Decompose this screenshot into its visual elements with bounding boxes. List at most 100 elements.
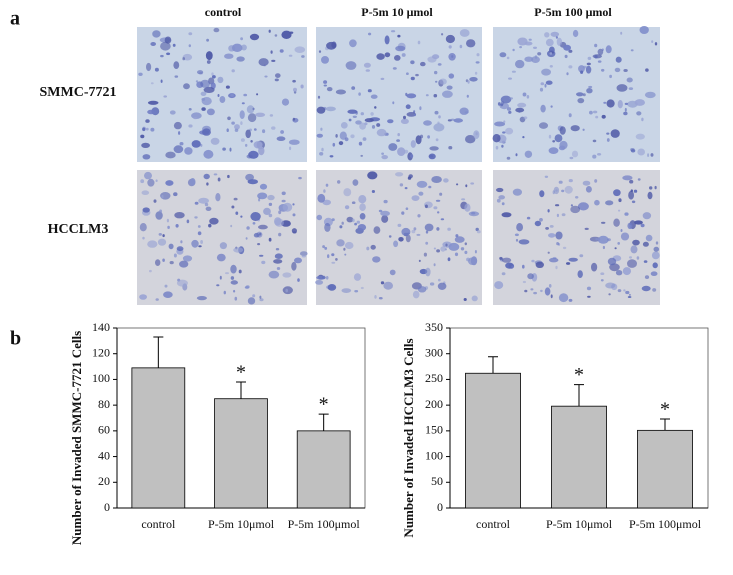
cell — [512, 48, 515, 52]
cell — [197, 225, 201, 228]
cell — [417, 214, 421, 218]
cell — [388, 143, 398, 151]
y-tick-label: 60 — [98, 423, 110, 437]
cell — [247, 297, 256, 305]
cell — [163, 291, 173, 299]
cell — [224, 53, 234, 59]
cell — [230, 94, 235, 97]
bar — [131, 367, 186, 509]
cell — [152, 30, 161, 38]
cell — [166, 52, 171, 56]
cell — [359, 213, 366, 220]
cell — [230, 224, 233, 228]
cell — [401, 211, 405, 215]
cell — [533, 46, 537, 49]
cell — [401, 227, 411, 236]
cell — [645, 234, 653, 242]
cell — [427, 56, 437, 63]
cell — [316, 214, 323, 221]
cell — [437, 63, 442, 66]
cell — [354, 290, 359, 293]
cell — [139, 294, 148, 300]
cell — [423, 252, 427, 257]
cell — [300, 251, 308, 256]
cell — [577, 270, 583, 278]
cell — [605, 45, 612, 54]
cell — [281, 30, 292, 39]
cell — [326, 87, 333, 92]
cell — [317, 193, 326, 203]
y-tick-label: 150 — [425, 423, 443, 437]
cell — [338, 141, 344, 146]
cell — [389, 269, 396, 276]
cell — [655, 241, 659, 245]
cell — [597, 48, 604, 56]
cell — [584, 227, 589, 230]
cell — [383, 281, 394, 290]
cell — [155, 179, 158, 182]
cell — [259, 295, 262, 299]
cell — [155, 298, 159, 301]
cell — [149, 269, 152, 273]
cell — [352, 115, 357, 119]
cell — [506, 156, 511, 160]
cell — [447, 227, 451, 231]
y-tick-label: 200 — [425, 397, 443, 411]
cell — [344, 253, 347, 256]
cell — [562, 246, 567, 250]
cell — [335, 258, 338, 261]
cell — [146, 62, 152, 72]
cell — [651, 40, 654, 43]
cell — [540, 104, 546, 113]
cell — [294, 257, 302, 264]
cell — [625, 290, 630, 295]
cell — [597, 60, 602, 63]
bar — [214, 398, 268, 509]
cell — [476, 53, 480, 57]
cell — [320, 127, 323, 131]
cell — [517, 37, 528, 46]
cell — [191, 140, 201, 148]
cell — [210, 137, 220, 145]
cell — [222, 147, 226, 151]
cell — [378, 297, 383, 300]
cell — [563, 44, 571, 51]
cell — [566, 72, 569, 76]
cell — [558, 180, 563, 184]
cell — [534, 55, 538, 59]
cell — [140, 134, 145, 139]
cell — [545, 80, 553, 85]
cell — [558, 293, 569, 303]
cell — [410, 140, 416, 148]
cell — [606, 99, 615, 108]
cell — [640, 223, 645, 228]
cell — [165, 151, 176, 159]
cell — [241, 102, 245, 105]
cell — [627, 296, 632, 298]
cell — [469, 77, 478, 82]
cell — [410, 76, 415, 81]
bar — [465, 372, 521, 509]
cell — [267, 194, 275, 201]
cell — [415, 73, 419, 77]
cell — [213, 173, 218, 176]
cell — [592, 139, 597, 143]
cell — [381, 152, 384, 155]
cell — [268, 29, 271, 33]
cell — [627, 259, 637, 268]
cell — [174, 75, 179, 78]
cell — [392, 67, 397, 70]
cell — [603, 101, 607, 104]
cell — [433, 263, 436, 267]
cell — [339, 225, 343, 229]
cell — [547, 209, 550, 213]
cell — [259, 183, 268, 190]
cell — [380, 210, 390, 217]
cell — [219, 242, 227, 250]
cell — [609, 74, 612, 79]
cell — [147, 240, 158, 248]
cell — [511, 265, 514, 268]
cell — [605, 200, 614, 206]
x-tick-label: control — [476, 517, 511, 531]
cell — [225, 85, 230, 89]
